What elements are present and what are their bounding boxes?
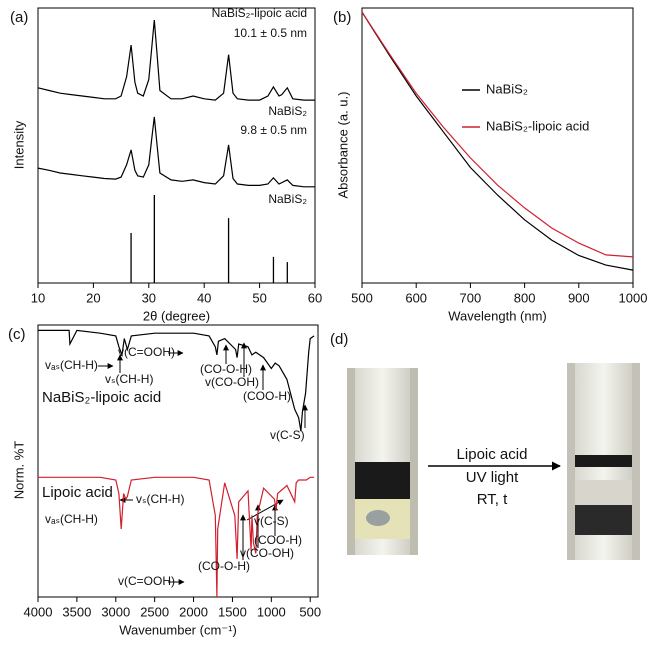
- annotation: v(C=OOH): [118, 345, 175, 359]
- x-tick-label: 500: [299, 604, 321, 619]
- annotation: vₐₛ(CH-H): [45, 512, 98, 526]
- annotation: 9.8 ± 0.5 nm: [240, 123, 307, 137]
- x-tick-label: 600: [405, 290, 427, 305]
- panel-label: (d): [330, 331, 348, 348]
- annotation: NaBiS₂-lipoic acid: [42, 389, 161, 406]
- annotation: v(C-S): [270, 428, 305, 442]
- annotation: v(CO-OH): [205, 375, 259, 389]
- x-tick-label: 20: [86, 290, 100, 305]
- reaction-text: Lipoic acid: [457, 446, 528, 463]
- y-axis-label: Absorbance (a. u.): [335, 92, 350, 199]
- annotation: (COO-H): [254, 533, 302, 547]
- annotation: v(C=OOH): [118, 574, 175, 588]
- x-tick-label: 700: [460, 290, 482, 305]
- legend-label: NaBiS₂-lipoic acid: [486, 118, 589, 133]
- photo-right: [567, 363, 640, 560]
- annotation: 10.1 ± 0.5 nm: [234, 26, 307, 40]
- x-tick-label: 3500: [62, 604, 91, 619]
- panel-label: (b): [333, 9, 351, 26]
- annotation: vₐₛ(CH-H): [45, 358, 98, 372]
- annotation: NaBiS₂-lipoic acid: [212, 6, 307, 20]
- x-tick-label: 50: [252, 290, 266, 305]
- panel-label: (a): [10, 9, 28, 26]
- x-tick-label: 60: [308, 290, 322, 305]
- series-line: [361, 11, 634, 258]
- annotation: (CO-O-H): [200, 362, 252, 376]
- x-tick-label: 40: [197, 290, 211, 305]
- x-tick-label: 1000: [619, 290, 648, 305]
- photo-left: [347, 368, 418, 555]
- legend-label: NaBiS₂: [486, 81, 528, 96]
- series-line: [361, 11, 634, 271]
- annotation: v(CO-OH): [240, 546, 294, 560]
- annotation: NaBiS₂: [268, 104, 307, 118]
- annotation: (CO-O-H): [198, 559, 250, 573]
- series-line: [38, 329, 315, 432]
- x-tick-label: 10: [31, 290, 45, 305]
- plot-frame: [361, 7, 634, 284]
- x-tick-label: 30: [142, 290, 156, 305]
- series-line: [37, 116, 315, 188]
- x-tick-label: 500: [351, 290, 373, 305]
- x-axis-label: Wavelength (nm): [448, 308, 547, 323]
- x-axis-label: Wavenumber (cm⁻¹): [119, 622, 237, 637]
- y-axis-label: Norm. %T: [11, 441, 26, 500]
- x-tick-label: 4000: [24, 604, 53, 619]
- x-tick-label: 1500: [218, 604, 247, 619]
- x-tick-label: 800: [514, 290, 536, 305]
- annotation: v(C-S): [254, 514, 289, 528]
- plot-frame: [37, 7, 316, 284]
- reaction-text: RT, t: [477, 491, 508, 508]
- annotation: vₛ(CH-H): [105, 372, 153, 386]
- reaction-text: UV light: [466, 469, 519, 486]
- annotation: NaBiS₂: [268, 192, 307, 206]
- x-tick-label: 2500: [140, 604, 169, 619]
- plot-frame: [37, 324, 319, 598]
- y-axis-label: Intensity: [11, 120, 26, 169]
- x-tick-label: 900: [568, 290, 590, 305]
- annotation: vₛ(CH-H): [136, 492, 184, 506]
- x-tick-label: 1000: [257, 604, 286, 619]
- x-tick-label: 3000: [101, 604, 130, 619]
- series-line: [37, 20, 315, 101]
- annotation: (COO-H): [243, 389, 291, 403]
- panel-label: (c): [8, 326, 26, 343]
- x-axis-label: 2θ (degree): [143, 308, 210, 323]
- annotation: Lipoic acid: [42, 484, 113, 501]
- x-tick-label: 2000: [179, 604, 208, 619]
- series-line: [38, 476, 315, 598]
